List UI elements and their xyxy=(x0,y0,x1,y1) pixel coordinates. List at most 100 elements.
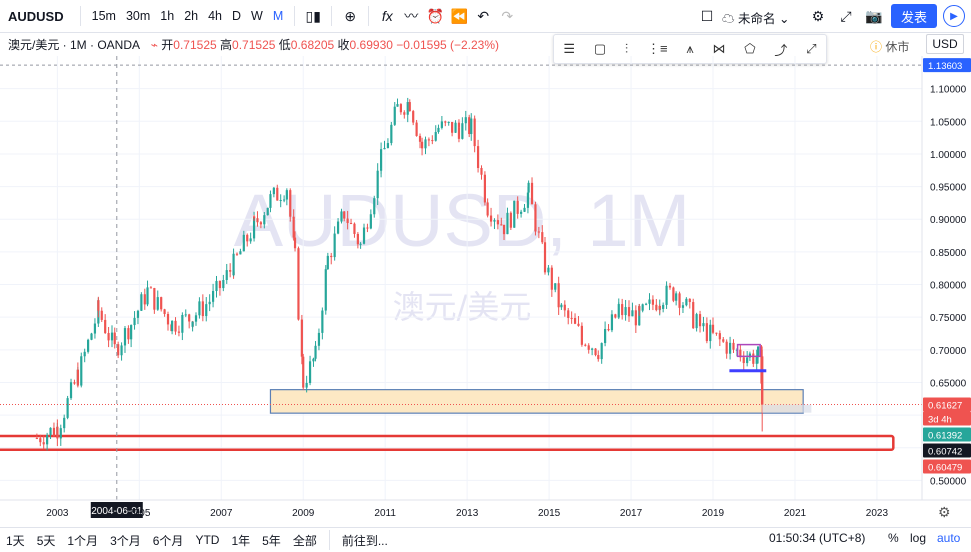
candle-body xyxy=(523,207,526,212)
candle-body xyxy=(665,285,668,305)
market-status-text: 休市 xyxy=(885,40,910,54)
candle-body xyxy=(681,305,685,308)
path-icon[interactable]: ⤴ xyxy=(774,42,788,58)
range-1y[interactable]: 1年 xyxy=(231,533,251,548)
time-scale[interactable]: 2003 2005 2007 2009 2011 2013 2015 2017 2019 2021… xyxy=(0,499,971,519)
timeframe-30m[interactable]: 30m xyxy=(125,9,151,23)
candle-body xyxy=(390,124,393,144)
candle-body xyxy=(314,345,317,359)
log-toggle[interactable]: log xyxy=(910,531,927,545)
timeframe-m[interactable]: M xyxy=(272,9,284,23)
compare-add-icon[interactable]: ⊕ xyxy=(344,7,357,24)
candle-body xyxy=(343,211,346,219)
range-5y[interactable]: 5年 xyxy=(262,533,281,548)
percent-toggle[interactable]: % xyxy=(888,531,899,545)
candle-type-icon[interactable]: ▯▮ xyxy=(305,7,321,24)
layout-name[interactable]: ☁ 未命名 ⌄ xyxy=(722,12,790,26)
info-icon: ⓘ xyxy=(870,40,883,54)
range-6m[interactable]: 6个月 xyxy=(152,533,184,548)
candle-body xyxy=(496,220,499,225)
range-1m[interactable]: 1个月 xyxy=(67,533,99,548)
candle-body xyxy=(651,299,655,305)
candle-body xyxy=(80,356,83,386)
camera-icon[interactable]: 📷 xyxy=(865,7,883,24)
market-status[interactable]: ⓘ 休市 xyxy=(870,38,909,55)
candle-body xyxy=(444,121,447,123)
candle-body xyxy=(573,317,577,324)
scale-settings-icon[interactable]: ⚙ xyxy=(938,504,951,520)
parallel-channel-icon[interactable]: ⋮≡ xyxy=(646,41,668,56)
pattern-icon[interactable]: ⋈ xyxy=(712,41,726,56)
timeframe-d[interactable]: D xyxy=(232,9,242,23)
symbol-search[interactable]: AUDUSD xyxy=(8,8,64,24)
candle-body xyxy=(530,182,534,205)
auto-toggle[interactable]: auto xyxy=(937,531,961,545)
horizontal-lines-icon[interactable]: ☰ xyxy=(563,41,576,56)
timeframe-2h[interactable]: 2h xyxy=(184,9,199,23)
candle-body xyxy=(340,211,343,222)
timeframe-w[interactable]: W xyxy=(251,9,263,23)
polygon-icon[interactable]: ⬠ xyxy=(744,41,756,56)
eye-toggle-icon[interactable]: ⌁ xyxy=(150,38,158,52)
gear-icon[interactable]: ⚙ xyxy=(811,7,825,24)
range-all[interactable]: 全部 xyxy=(292,533,317,548)
trend-line-icon[interactable]: ⤢ xyxy=(806,41,817,56)
candle-body xyxy=(451,121,454,133)
play-icon[interactable]: ▶ xyxy=(943,5,965,27)
candle-body xyxy=(349,223,353,225)
clock[interactable]: 01:50:34 (UTC+8) xyxy=(769,531,866,545)
redo-icon[interactable]: ↷ xyxy=(501,7,514,24)
replay-icon[interactable]: ⏪ xyxy=(450,7,468,24)
price-chart[interactable]: AUDUSD, 1M 澳元/美元 2004-06-01 1.10000 1.050… xyxy=(0,56,971,527)
indicators-icon[interactable]: fx xyxy=(381,8,393,24)
range-5d[interactable]: 5天 xyxy=(36,533,56,548)
timeframe-4h[interactable]: 4h xyxy=(208,9,222,23)
candle-body xyxy=(39,438,42,443)
range-ytd[interactable]: YTD xyxy=(195,533,220,547)
candle-body xyxy=(297,248,300,320)
candle-body xyxy=(614,314,617,318)
chart-watermark-subtitle: 澳元/美元 xyxy=(393,288,532,326)
publish-button[interactable]: 发表 xyxy=(891,4,937,28)
alert-icon[interactable]: ⏰ xyxy=(426,7,444,24)
candle-body xyxy=(406,102,409,115)
x-tick-label: 2003 xyxy=(46,508,69,519)
templates-icon[interactable]: 〰 xyxy=(404,8,419,24)
candle-body xyxy=(326,255,329,270)
candle-body xyxy=(308,361,312,384)
candle-body xyxy=(434,131,437,141)
pitchfork-icon[interactable]: ⩚ xyxy=(686,41,694,56)
candle-body xyxy=(130,325,133,340)
low-label: 低 xyxy=(278,38,291,52)
candle-body xyxy=(658,305,661,309)
chevron-down-icon: ⌄ xyxy=(779,12,790,26)
candle-body xyxy=(42,442,45,445)
candle-body xyxy=(662,304,665,309)
goto-date[interactable]: 前往到... xyxy=(341,533,388,548)
fullscreen-select-icon[interactable]: ☐ xyxy=(700,7,714,24)
candle-body xyxy=(293,237,297,249)
range-3m[interactable]: 3个月 xyxy=(110,533,141,548)
candle-body xyxy=(191,321,194,327)
rectangle-icon[interactable]: ▢ xyxy=(593,41,607,56)
drawings[interactable] xyxy=(0,389,895,451)
timeframe-1h[interactable]: 1h xyxy=(160,9,175,23)
candle-body xyxy=(480,168,483,175)
grid xyxy=(0,56,922,500)
fib-fan-icon[interactable]: ⫶ xyxy=(624,41,629,56)
currency-selector[interactable]: USD xyxy=(926,34,964,54)
undo-icon[interactable]: ↶ xyxy=(477,7,490,24)
candle-body xyxy=(353,223,356,234)
candle-body xyxy=(473,118,476,147)
timeframe-15m[interactable]: 15m xyxy=(91,9,116,23)
candle-body xyxy=(136,310,140,318)
low-value: 0.68205 xyxy=(290,38,335,52)
candle-body xyxy=(537,231,540,233)
price-scale[interactable]: 1.10000 1.05000 1.00000 0.95000 0.90000 0.850… xyxy=(921,56,971,500)
candle-body xyxy=(464,117,467,124)
candle-body xyxy=(73,382,76,384)
range-1d[interactable]: 1天 xyxy=(6,533,25,548)
expand-icon[interactable]: ⤢ xyxy=(840,7,852,24)
candle-body xyxy=(655,304,658,311)
candle-body xyxy=(403,112,406,115)
